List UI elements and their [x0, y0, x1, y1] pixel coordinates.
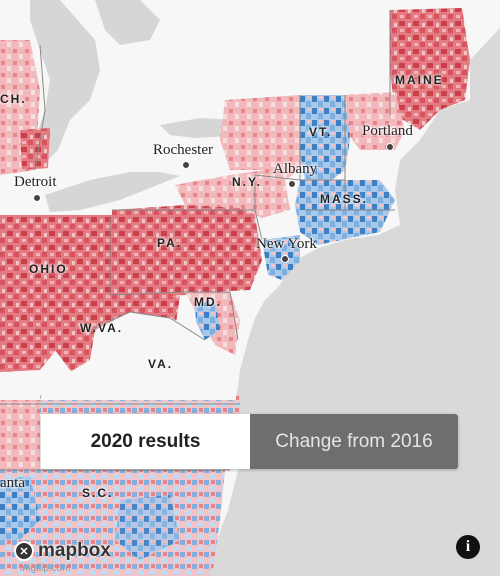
mapbox-logo-icon: ✕	[14, 541, 34, 561]
city-label-detroit: Detroit	[14, 174, 57, 190]
watermark-text: imgflip.com	[20, 563, 71, 574]
city-dot-detroit	[33, 194, 41, 202]
state-label-maine: MAINE	[395, 73, 444, 87]
state-label-sc: S.C.	[82, 486, 114, 500]
toggle-change-from-2016-button[interactable]: Change from 2016	[250, 414, 458, 469]
mapbox-logo-text: mapbox	[38, 540, 111, 561]
mapbox-logo[interactable]: ✕ mapbox	[14, 540, 111, 562]
state-label-va: VA.	[148, 357, 174, 371]
toggle-2020-results-button[interactable]: 2020 results	[41, 414, 250, 469]
city-dot-portland	[386, 143, 394, 151]
city-label-albany: Albany	[273, 161, 318, 177]
city-label-portland: Portland	[362, 123, 413, 139]
info-icon[interactable]: i	[456, 535, 480, 559]
view-toggle: 2020 results Change from 2016	[41, 414, 458, 469]
city-dot-newyork	[281, 255, 289, 263]
state-label-mich: CH.	[0, 92, 27, 106]
city-dot-rochester	[182, 161, 190, 169]
city-label-atlanta: anta	[0, 475, 25, 491]
state-label-mass: MASS.	[320, 192, 369, 206]
state-label-ny: N.Y.	[232, 175, 263, 189]
city-label-rochester: Rochester	[153, 142, 213, 158]
state-label-md: MD.	[194, 295, 222, 309]
state-label-wva: W.VA.	[80, 321, 124, 335]
city-dot-albany	[288, 180, 296, 188]
city-label-newyork: New York	[256, 236, 317, 252]
state-label-vt: VT.	[309, 125, 333, 139]
state-label-pa: PA.	[157, 236, 183, 250]
state-label-ohio: OHIO	[29, 262, 68, 276]
